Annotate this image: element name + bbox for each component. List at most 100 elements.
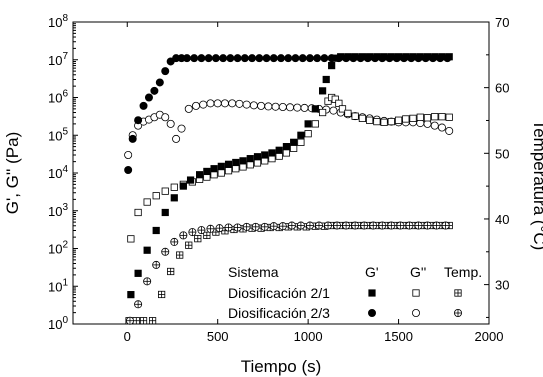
data-point xyxy=(431,113,439,121)
data-point xyxy=(152,192,160,200)
data-point xyxy=(134,208,142,217)
y-left-tick-label: 104 xyxy=(48,164,68,181)
data-point xyxy=(363,54,372,63)
data-point xyxy=(185,241,193,249)
data-point xyxy=(177,124,186,133)
data-point xyxy=(318,87,327,95)
data-point xyxy=(228,99,237,108)
data-point xyxy=(206,224,215,233)
data-point xyxy=(282,143,291,151)
y-axis-left: 100 101 102 103 104 105 106 107 108 xyxy=(48,13,78,332)
data-point xyxy=(184,104,193,113)
data-point xyxy=(275,152,283,160)
data-point xyxy=(148,317,157,325)
data-point xyxy=(407,54,416,63)
data-point xyxy=(125,316,134,325)
data-point xyxy=(217,169,225,177)
data-point xyxy=(298,54,307,63)
data-point xyxy=(311,120,319,128)
data-point xyxy=(134,300,143,309)
data-point xyxy=(290,144,298,152)
data-point xyxy=(423,221,432,230)
x-tick-label: 0 xyxy=(124,329,131,344)
data-point xyxy=(269,54,278,63)
data-point xyxy=(358,114,366,122)
data-point xyxy=(127,291,135,299)
data-point xyxy=(305,221,314,230)
y-right-tick-label: 40 xyxy=(495,212,509,227)
data-point xyxy=(392,54,401,63)
data-point xyxy=(437,123,446,132)
data-point xyxy=(255,54,264,63)
data-point xyxy=(210,165,218,173)
data-point xyxy=(278,103,287,112)
data-point xyxy=(387,221,396,230)
data-point xyxy=(213,99,222,108)
legend: Sistema G' G'' Temp. Diosificación 2/1 D… xyxy=(228,264,482,321)
data-point xyxy=(197,226,206,235)
data-point xyxy=(360,221,369,230)
data-point xyxy=(394,116,403,124)
data-point xyxy=(211,54,220,63)
data-point xyxy=(139,101,148,110)
data-point xyxy=(233,54,242,63)
data-point xyxy=(304,120,312,128)
data-point xyxy=(143,246,151,254)
data-point xyxy=(246,161,254,169)
y-right-tick-label: 30 xyxy=(495,278,509,293)
y-axis-right-title: Temperatura (°C) xyxy=(530,120,543,251)
x-tick-label: 1500 xyxy=(384,329,413,344)
data-point xyxy=(282,149,291,157)
data-point xyxy=(284,54,293,63)
data-point xyxy=(344,109,352,117)
data-point xyxy=(311,105,319,113)
x-axis: 0 500 1000 1500 2000 xyxy=(124,22,503,344)
data-point xyxy=(441,221,450,230)
legend-col-g-prime: G' xyxy=(365,264,379,280)
x-tick-label: 1000 xyxy=(294,329,323,344)
y-left-tick-label: 108 xyxy=(48,13,68,30)
data-point xyxy=(402,115,410,123)
data-point xyxy=(445,113,453,121)
data-point xyxy=(430,121,439,130)
data-point xyxy=(167,267,175,276)
data-point xyxy=(261,157,269,165)
legend-row-2-3: Diosificación 2/3 xyxy=(228,305,330,321)
y-left-tick-label: 102 xyxy=(48,240,68,257)
data-point xyxy=(249,101,258,110)
data-point xyxy=(290,138,298,146)
data-point xyxy=(335,99,343,107)
data-point xyxy=(286,103,295,112)
data-point xyxy=(369,221,378,230)
data-point xyxy=(242,100,251,109)
data-point xyxy=(124,150,133,159)
data-point xyxy=(423,114,432,122)
data-point xyxy=(206,99,215,108)
data-point xyxy=(297,131,305,139)
data-point xyxy=(203,167,211,176)
y-left-tick-label: 100 xyxy=(48,315,68,332)
data-point xyxy=(351,112,359,120)
data-point xyxy=(224,223,233,232)
data-point xyxy=(385,54,394,63)
data-point xyxy=(191,101,200,110)
data-point xyxy=(166,119,175,128)
data-point xyxy=(132,317,140,325)
series-layer xyxy=(124,53,454,325)
data-point xyxy=(287,221,296,230)
data-point xyxy=(297,138,305,146)
y-axis-right: 30 40 50 60 70 xyxy=(484,15,509,318)
data-point xyxy=(240,54,249,63)
data-point xyxy=(304,130,312,138)
data-point xyxy=(186,176,195,184)
x-axis-title: Tiempo (s) xyxy=(241,357,322,376)
data-point xyxy=(161,187,169,195)
data-point xyxy=(432,221,441,230)
data-point xyxy=(328,61,336,70)
data-point xyxy=(134,116,143,125)
data-point xyxy=(260,222,269,231)
data-point xyxy=(322,75,330,84)
data-point xyxy=(161,67,170,76)
data-point xyxy=(314,221,323,230)
data-point xyxy=(333,221,342,230)
